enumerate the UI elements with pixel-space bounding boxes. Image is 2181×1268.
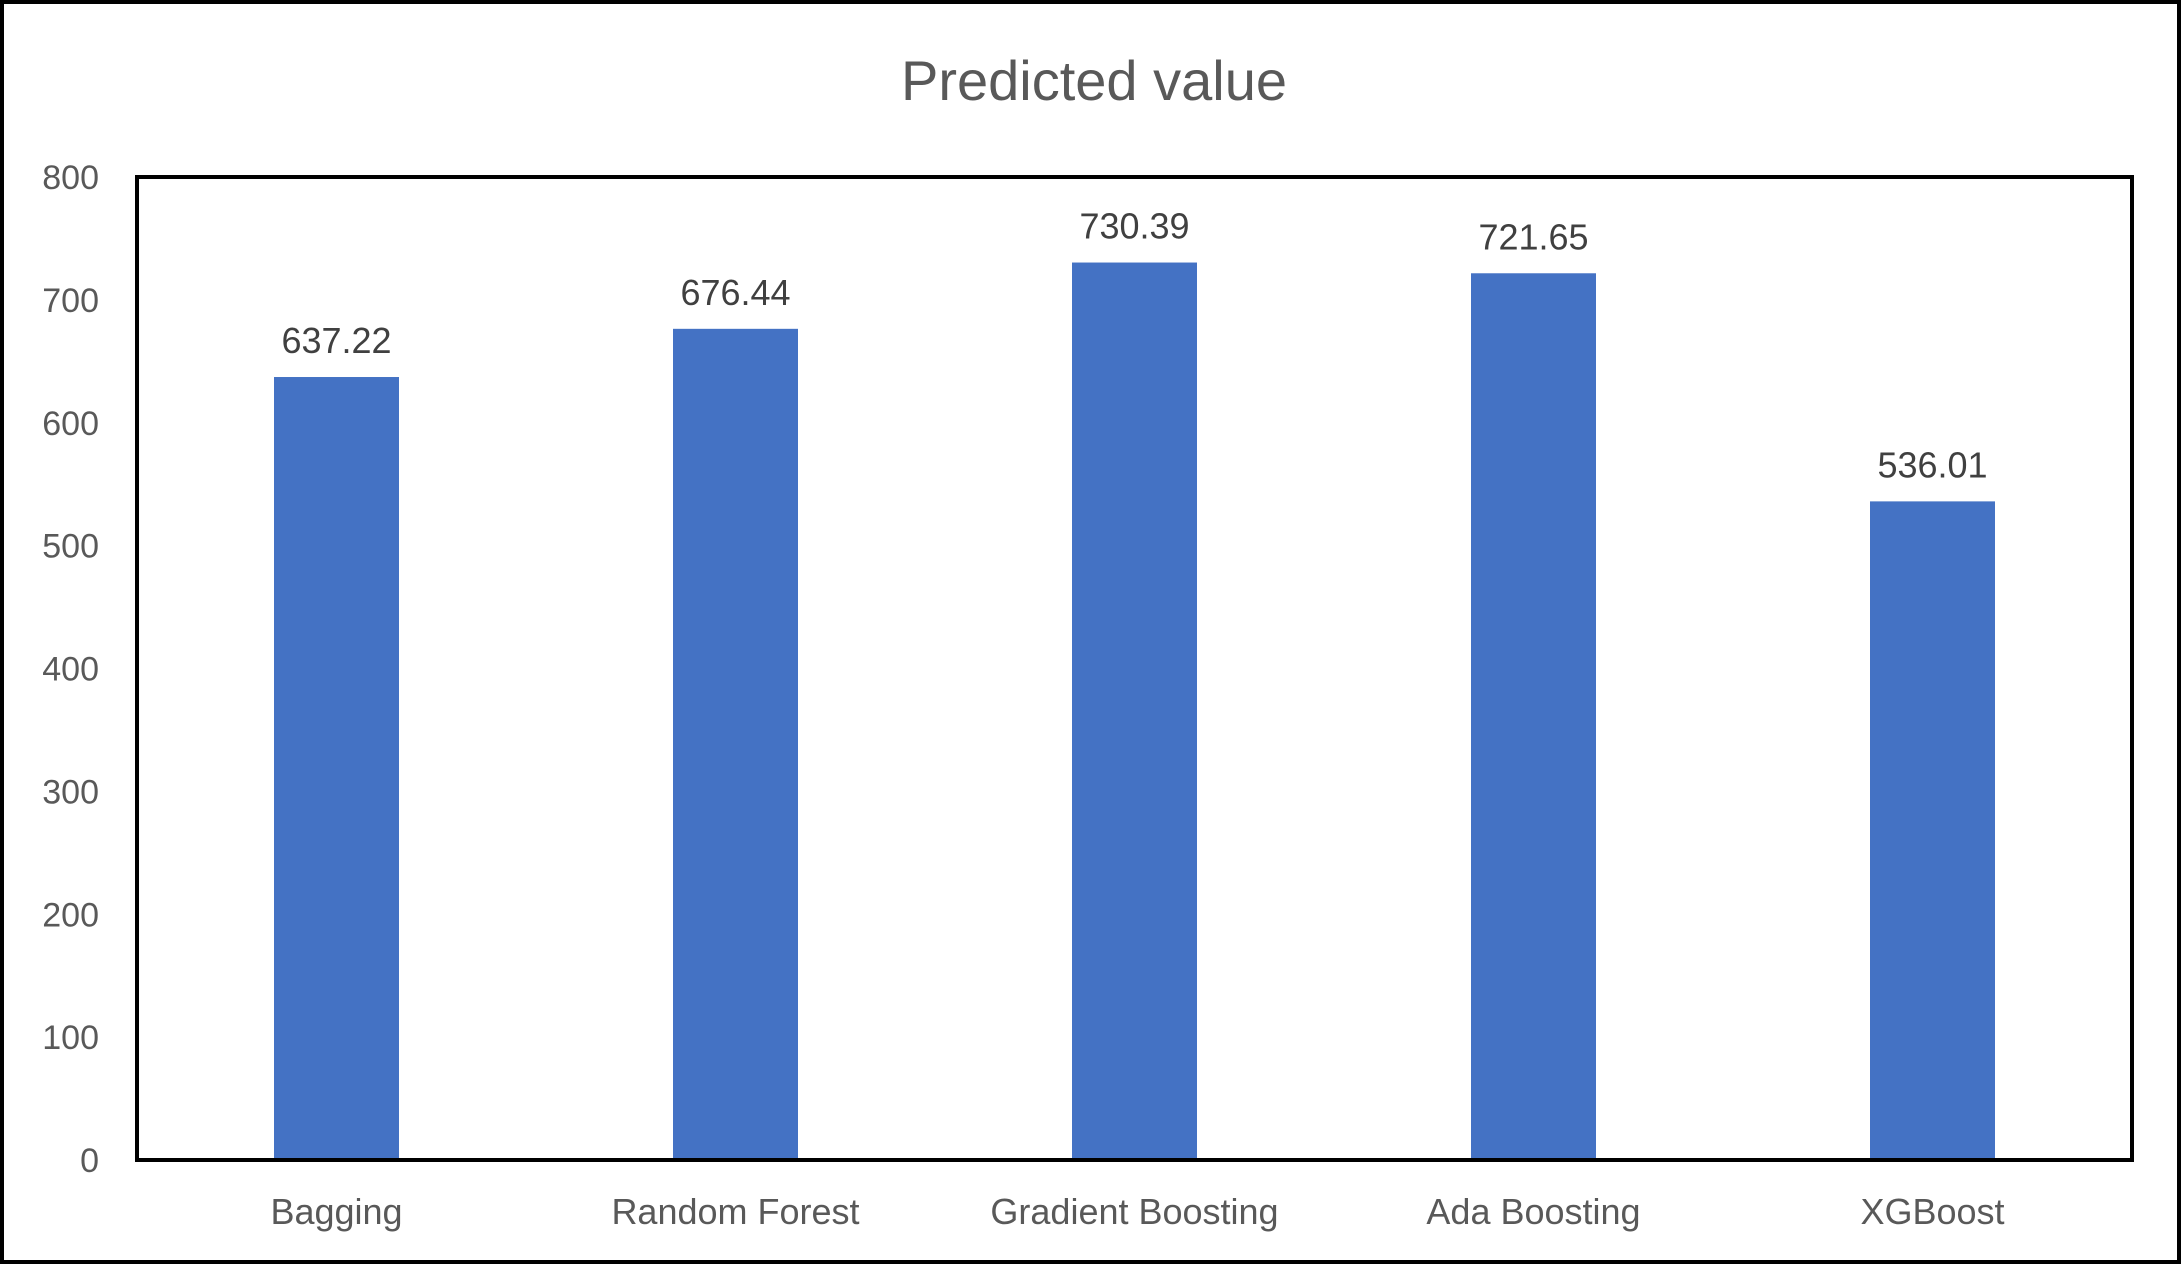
x-category-label: Ada Boosting bbox=[1426, 1191, 1640, 1232]
bar-value-label: 676.44 bbox=[680, 272, 790, 313]
bar bbox=[1072, 262, 1197, 1160]
x-category-label: XGBoost bbox=[1860, 1191, 2004, 1232]
y-tick-label: 700 bbox=[42, 282, 99, 320]
y-tick-label: 200 bbox=[42, 896, 99, 934]
x-category-label: Gradient Boosting bbox=[990, 1191, 1278, 1232]
y-tick-label: 500 bbox=[42, 528, 99, 566]
y-tick-label: 0 bbox=[80, 1142, 99, 1180]
chart-title: Predicted value bbox=[901, 49, 1287, 112]
bar bbox=[1870, 501, 1995, 1161]
x-category-label: Random Forest bbox=[611, 1191, 859, 1232]
plot-area-border bbox=[135, 175, 2134, 1162]
y-tick-label: 400 bbox=[42, 651, 99, 689]
bars bbox=[274, 262, 1995, 1161]
bar-value-label: 721.65 bbox=[1478, 216, 1588, 257]
bar bbox=[673, 328, 798, 1160]
bar-value-label: 637.22 bbox=[281, 320, 391, 361]
value-labels: 637.22 676.44 730.39 721.65 536.01 bbox=[281, 206, 1987, 486]
bar bbox=[274, 377, 399, 1160]
y-axis-ticks: 0 100 200 300 400 500 600 700 800 bbox=[42, 159, 99, 1180]
bar-value-label: 536.01 bbox=[1877, 444, 1987, 485]
bar-value-label: 730.39 bbox=[1079, 206, 1189, 247]
y-tick-label: 300 bbox=[42, 773, 99, 811]
x-axis-labels: Bagging Random Forest Gradient Boosting Ada… bbox=[270, 1191, 2004, 1232]
bar bbox=[1471, 273, 1596, 1160]
y-tick-label: 600 bbox=[42, 405, 99, 443]
chart-svg: Predicted value 0 100 200 300 400 500 600 700 80… bbox=[42, 49, 2134, 1232]
x-category-label: Bagging bbox=[270, 1191, 402, 1232]
y-tick-label: 800 bbox=[42, 159, 99, 197]
y-tick-label: 100 bbox=[42, 1019, 99, 1057]
